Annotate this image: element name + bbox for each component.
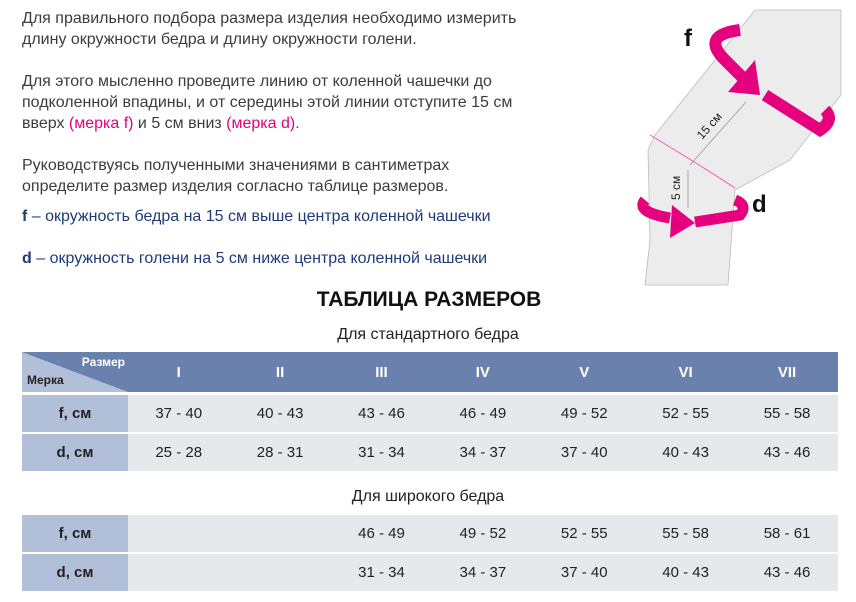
size-cell: 43 - 46 xyxy=(358,405,405,422)
size-cell: 46 - 49 xyxy=(358,525,405,542)
size-header: VII xyxy=(777,363,797,381)
size-cell: 58 - 61 xyxy=(763,525,811,542)
row-cells: 25 - 28 28 - 31 31 - 34 34 - 37 37 - 40 40 - … xyxy=(128,434,838,471)
text: Для этого мысленно проведите линию от ко… xyxy=(22,73,513,132)
corner-size-label: Размер xyxy=(81,355,125,369)
size-cell: 49 - 52 xyxy=(459,525,507,542)
standard-table-row: d, см 25 - 28 28 - 31 31 - 34 34 - 37 37 - 40… xyxy=(22,434,838,471)
wide-table-row: d, см 31 - 34 34 - 37 37 - 40 40 - 43 43 - 46 xyxy=(22,554,838,591)
measure-d-ref: (мерка d). xyxy=(226,115,300,132)
size-header: IV xyxy=(475,363,490,381)
size-cell: 40 - 43 xyxy=(662,444,709,461)
size-cell xyxy=(128,554,229,591)
intro-paragraph-1: Для правильного подбора размера изделия … xyxy=(22,10,517,48)
corner-measure-label: Мерка xyxy=(27,373,64,387)
knee-diagram: 15 см 5 см f d xyxy=(637,9,842,286)
size-cell: 55 - 58 xyxy=(662,525,709,542)
size-cell: 46 - 49 xyxy=(459,405,507,422)
wide-caption: Для широкого бедра xyxy=(351,488,505,505)
size-cell: 40 - 43 xyxy=(256,405,304,422)
row-cells: 46 - 49 49 - 52 52 - 55 55 - 58 58 - 61 xyxy=(128,515,838,552)
f-label: f xyxy=(684,25,693,52)
definition-f: f – окружность бедра на 15 см выше центр… xyxy=(22,208,491,226)
size-cell: 43 - 46 xyxy=(763,564,811,581)
size-cell: 52 - 55 xyxy=(662,405,709,422)
size-header: I xyxy=(176,363,181,381)
def-text: – окружность голени на 5 см ниже центра … xyxy=(31,250,488,267)
header-corner: Размер Мерка xyxy=(22,352,128,392)
d-arrowhead xyxy=(670,205,695,238)
measure-f-ref: (мерка f) xyxy=(68,115,134,132)
standard-table-row: f, см 37 - 40 40 - 43 43 - 46 46 - 49 49 - 52… xyxy=(22,395,838,432)
f-distance-line xyxy=(689,101,747,166)
def-key: f xyxy=(22,208,28,225)
intro-paragraph-2: Для этого мысленно проведите линию от ко… xyxy=(22,71,552,134)
size-cell: 43 - 46 xyxy=(763,444,811,461)
size-cell: 34 - 37 xyxy=(459,564,507,581)
size-cell xyxy=(229,515,330,552)
size-cell xyxy=(229,554,330,591)
size-cell: 40 - 43 xyxy=(662,564,709,581)
size-cell xyxy=(128,515,229,552)
wide-table-row: f, см 46 - 49 49 - 52 52 - 55 55 - 58 58 - 61 xyxy=(22,515,838,552)
definition-d: d – окружность голени на 5 см ниже центр… xyxy=(22,250,487,268)
def-text: – окружность бедра на 15 см выше центра … xyxy=(27,208,491,225)
size-cell: 55 - 58 xyxy=(763,405,811,422)
def-key: d xyxy=(22,250,32,267)
measure-label: d, см xyxy=(22,434,128,471)
size-cell: 31 - 34 xyxy=(358,444,405,461)
size-cell: 52 - 55 xyxy=(560,525,608,542)
size-header: V xyxy=(579,363,590,381)
size-cell: 49 - 52 xyxy=(560,405,608,422)
d-label: d xyxy=(752,191,767,218)
d-distance-label: 5 см xyxy=(669,176,683,200)
intro-text: Для правильного подбора размера изделия … xyxy=(22,8,622,218)
measure-label: d, см xyxy=(22,554,128,591)
measure-label: f, см xyxy=(22,515,128,552)
intro-paragraph-3: Руководствуясь полученными значениями в … xyxy=(22,157,450,195)
size-cell: 34 - 37 xyxy=(459,444,507,461)
size-cell: 37 - 40 xyxy=(155,405,203,422)
size-cell: 25 - 28 xyxy=(155,444,203,461)
standard-caption: Для стандартного бедра xyxy=(337,326,519,343)
f-arrow-icon xyxy=(709,24,835,138)
table-header: Размер Мерка I II III IV V VI VII xyxy=(22,352,838,392)
size-cell: 37 - 40 xyxy=(560,564,608,581)
size-header: II xyxy=(275,363,285,381)
d-arrow-icon xyxy=(637,194,749,228)
leg-shape xyxy=(644,9,842,286)
row-cells: 37 - 40 40 - 43 43 - 46 46 - 49 49 - 52 52 - … xyxy=(128,395,838,432)
size-header: VI xyxy=(678,363,693,381)
table-title: ТАБЛИЦА РАЗМЕРОВ xyxy=(316,288,542,311)
row-cells: 31 - 34 34 - 37 37 - 40 40 - 43 43 - 46 xyxy=(128,554,838,591)
size-cell: 37 - 40 xyxy=(560,444,608,461)
text: и 5 см вниз xyxy=(133,115,227,132)
size-cell: 31 - 34 xyxy=(358,564,405,581)
knee-line xyxy=(649,134,736,189)
measure-label: f, см xyxy=(22,395,128,432)
f-arrowhead xyxy=(728,60,760,95)
size-cell: 28 - 31 xyxy=(256,444,304,461)
size-header: III xyxy=(375,363,388,381)
